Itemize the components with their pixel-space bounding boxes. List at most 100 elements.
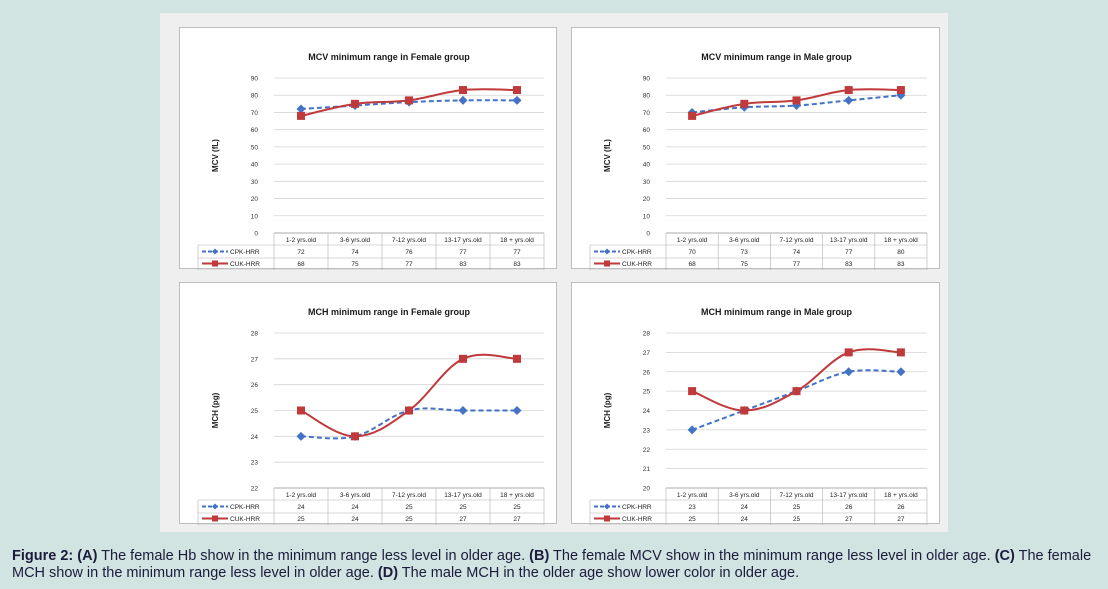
chart-title: MCV minimum range in Male group [701,52,852,62]
table-value-label: 74 [793,249,801,256]
legend-swatch-marker [212,503,218,510]
caption-tag-c: (C) [994,548,1015,564]
x-category-label: 7-12 yrs.old [780,492,814,499]
caption-label: Figure 2: [12,548,74,564]
table-value-label: 74 [351,249,359,256]
series-cuk-hrr [297,86,521,120]
legend-label: CUK-HRR [622,516,652,523]
x-category-label: 3-6 yrs.old [729,492,760,499]
y-tick-label: 90 [251,76,259,83]
table-value-label: 25 [405,504,413,511]
chart-mcv-female: MCV minimum range in Female group MCV (fL… [197,52,545,270]
table-value-label: 83 [897,261,905,268]
table-value-label: 68 [688,261,696,268]
series-line [300,353,518,438]
series-cuk-hrr [297,353,521,441]
x-category-label: 7-12 yrs.old [392,237,426,244]
data-table [589,232,928,270]
y-axis-label: MCH (pg) [211,392,220,428]
table-value-label: 26 [897,504,905,511]
data-point [740,99,749,108]
data-point [297,406,305,415]
table-value-label: 24 [351,504,359,511]
data-point [513,354,521,363]
table-value-label: 25 [513,504,521,511]
data-point [458,95,468,105]
x-category-label: 1-2 yrs.old [286,237,317,244]
table-value-label: 83 [513,261,521,268]
data-point [844,86,853,95]
table-value-label: 68 [297,261,305,268]
y-tick-label: 0 [646,231,650,238]
table-value-label: 24 [741,516,749,523]
x-category-label: 18 + yrs.old [500,237,534,244]
table-value-label: 24 [741,504,749,511]
data-point [405,406,413,415]
y-axis-label: MCV (fL) [603,139,612,172]
data-point [740,406,749,415]
x-category-label: 1-2 yrs.old [677,237,708,244]
data-point [512,406,522,415]
data-point [844,348,853,357]
y-tick-label: 90 [643,76,651,83]
chart-title: MCH minimum range in Female group [308,307,471,317]
y-tick-label: 26 [251,382,259,389]
data-point [351,432,359,441]
legend-label: CUK-HRR [230,261,260,268]
table-value-label: 23 [688,504,696,511]
legend-swatch-marker [212,248,218,255]
x-category-label: 13-17 yrs.old [830,492,868,499]
y-tick-label: 50 [643,144,651,151]
table-value-label: 72 [297,249,305,256]
chart-title: MCH minimum range in Male group [701,307,853,317]
y-tick-label: 23 [251,460,259,467]
caption-tag-d: (D) [377,565,399,581]
data-point [844,95,854,105]
x-category-label: 13-17 yrs.old [830,237,868,244]
table-value-label: 27 [845,516,853,523]
data-point [512,95,522,105]
x-category-label: 3-6 yrs.old [340,237,371,244]
x-category-label: 18 + yrs.old [884,492,918,499]
legend-label: CUK-HRR [230,516,260,523]
table-value-label: 73 [741,249,749,256]
y-tick-label: 26 [643,369,651,376]
series-cpk-hrr [687,367,906,435]
y-tick-label: 20 [643,486,651,493]
data-point [296,104,306,114]
table-value-label: 75 [741,261,749,268]
y-tick-label: 20 [643,196,651,203]
y-axis-label: MCV (fL) [211,139,220,172]
x-category-label: 13-17 yrs.old [444,237,482,244]
x-category-label: 7-12 yrs.old [392,492,426,499]
y-axis-label: MCH (pg) [603,392,612,428]
data-table [589,487,928,525]
data-point [513,86,521,95]
data-point [688,111,697,120]
figure-caption: Figure 2: (A) The female Hb show in the … [12,548,1098,582]
y-tick-label: 25 [251,408,259,415]
chart-panel-mcv-female: MCV minimum range in Female group MCV (fL… [179,27,557,270]
y-tick-label: 27 [251,356,259,363]
table-value-label: 77 [513,249,521,256]
legend-label: CPK-HRR [622,249,652,256]
table-value-label: 77 [793,261,801,268]
table-value-label: 24 [351,516,359,523]
table-value-label: 24 [297,504,305,511]
y-tick-label: 27 [643,350,651,357]
x-category-label: 1-2 yrs.old [286,492,317,499]
table-value-label: 76 [405,249,413,256]
chart-mch-female: MCH minimum range in Female group MCH (pg… [197,307,545,525]
data-point [792,387,801,396]
x-category-label: 18 + yrs.old [884,237,918,244]
caption-text-d: The male MCH in the older age show lower… [398,565,800,581]
y-tick-label: 24 [251,434,259,441]
legend-swatch-marker [604,503,610,510]
table-value-label: 83 [845,261,853,268]
chart-panel-mch-male: MCH minimum range in Male group MCH (pg) 2… [571,282,940,525]
chart-panel-mch-female: MCH minimum range in Female group MCH (pg… [179,282,557,525]
caption-text-c: The female MCH show in the minimum range… [12,548,1092,581]
table-value-label: 26 [845,504,853,511]
legend-swatch-marker [212,515,218,522]
table-value-label: 27 [459,516,467,523]
